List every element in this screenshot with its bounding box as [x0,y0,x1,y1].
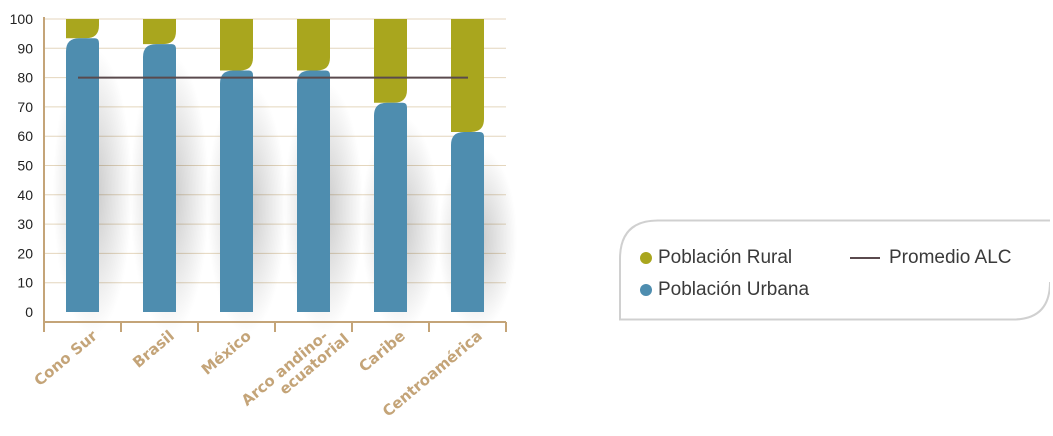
legend-rural-label: Población Rural [658,247,793,268]
category-label-4: Caribe [355,327,408,376]
category-label-0: Cono Sur [31,326,102,389]
legend-frame [619,219,1050,321]
legend-item-promedio: Promedio ALC [850,247,1012,269]
promedio-swatch-icon [850,257,880,259]
ytick-label-30: 30 [17,216,33,232]
x-axis [43,17,507,332]
category-label-3: Arco andino-ecuatorial [238,318,353,422]
bar-urbana-2 [220,70,253,313]
legend-item-rural: Población Rural [640,247,792,269]
bar-rural-2 [220,19,253,71]
category-label-2: México [198,327,255,379]
ytick-label-10: 10 [17,275,33,291]
legend-urbana-label: Población Urbana [658,279,810,300]
bar-urbana-0 [66,38,99,312]
rural-swatch-icon [640,252,652,264]
ytick-label-0: 0 [25,304,33,320]
bars [52,19,518,336]
legend-promedio-label: Promedio ALC [889,247,1012,268]
bar-rural-0 [66,19,99,39]
bar-urbana-4 [374,102,407,312]
ytick-label-20: 20 [17,245,33,261]
ytick-label-90: 90 [17,40,33,56]
ytick-label-80: 80 [17,70,33,86]
bar-urbana-3 [297,70,330,313]
ytick-label-50: 50 [17,158,33,174]
bar-urbana-1 [143,44,176,313]
ytick-label-70: 70 [17,99,33,115]
bar-rural-5 [451,19,484,132]
legend-item-urbana: Población Urbana [640,279,809,301]
bar-rural-4 [374,19,407,103]
urbana-swatch-icon [640,284,652,296]
category-label-1: Brasil [129,327,177,372]
bar-rural-3 [297,19,330,71]
legend: Población Rural Promedio ALC Población U… [618,219,1050,321]
bar-urbana-5 [451,131,484,312]
ytick-label-40: 40 [17,187,33,203]
y-axis-ticks: 0 10 20 30 40 50 60 70 80 90 100 [10,11,34,320]
stacked-bar-chart: 0 10 20 30 40 50 60 70 80 90 100 Cono Sur Brasil Méx… [10,11,518,422]
ytick-label-60: 60 [17,128,33,144]
ytick-label-100: 100 [10,11,34,27]
bar-rural-1 [143,19,176,45]
